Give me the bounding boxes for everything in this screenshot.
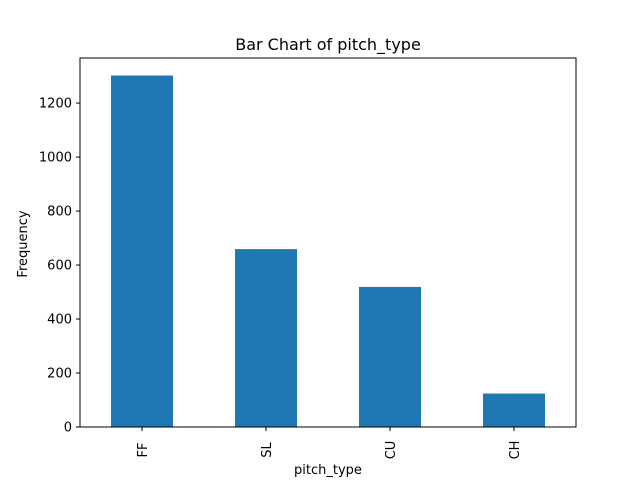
bar-sl: [235, 249, 297, 427]
x-tick-label-ff: FF: [136, 443, 151, 458]
y-axis-ticks: 0 200 400 600 800 1000 1200: [39, 97, 80, 436]
y-tick-label: 0: [64, 421, 72, 436]
x-tick-label-ch: CH: [508, 441, 523, 460]
chart-title: Bar Chart of pitch_type: [235, 35, 421, 55]
x-tick-label-cu: CU: [384, 441, 399, 460]
x-axis-label: pitch_type: [294, 463, 362, 478]
y-axis-label: Frequency: [16, 210, 31, 277]
y-tick-label: 1000: [39, 151, 72, 166]
y-tick-label: 1200: [39, 97, 72, 112]
x-tick-label-sl: SL: [260, 441, 275, 457]
y-tick-label: 400: [47, 313, 72, 328]
x-axis-ticks: FF SL CU CH: [136, 427, 523, 459]
y-tick-label: 800: [47, 205, 72, 220]
axes-frame: [79, 57, 577, 428]
bar-ch: [483, 393, 545, 427]
bar-cu: [359, 286, 421, 427]
y-tick-label: 200: [47, 367, 72, 382]
y-tick-label: 600: [47, 259, 72, 274]
bar-ff: [111, 75, 173, 428]
bars-group: [111, 75, 545, 428]
